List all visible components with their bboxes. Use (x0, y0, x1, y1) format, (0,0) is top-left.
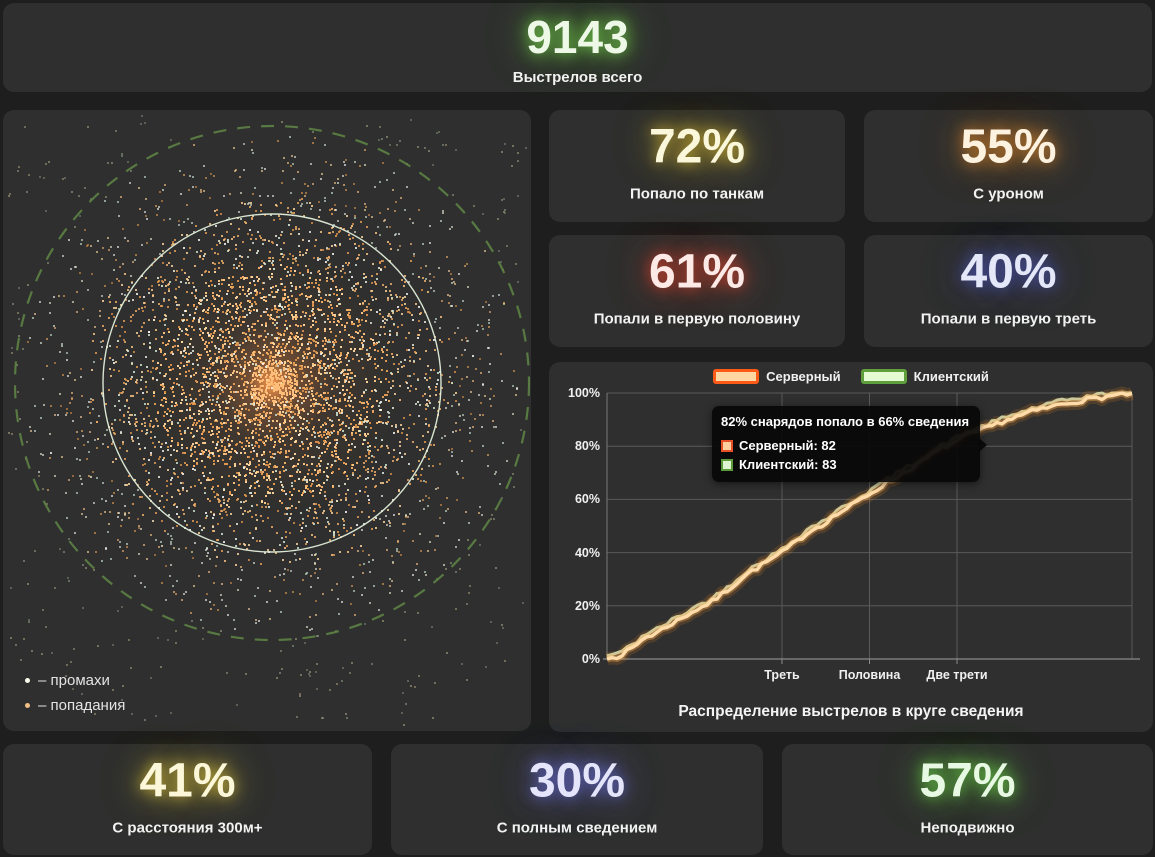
total-shots-value: 9143 (526, 11, 629, 63)
stat-label: Неподвижно (920, 818, 1015, 836)
stat-value: 57% (919, 753, 1016, 807)
stat-card-first-third: 40% Попали в первую треть (864, 235, 1153, 347)
y-tick-label: 80% (574, 439, 600, 454)
x-tick-label: Две трети (926, 668, 988, 682)
total-shots-label: Выстрелов всего (512, 69, 643, 86)
scatter-legend-hits-label: – попадания (38, 697, 126, 714)
hit-dot-icon (25, 703, 30, 708)
server-series-label: Серверный (766, 369, 841, 384)
grid-layer (603, 392, 1140, 664)
shot-dots-layer (8, 115, 527, 726)
scatter-legend-misses-label: – промахи (38, 672, 110, 689)
tooltip-server-value: Серверный: 82 (739, 438, 836, 453)
stat-value: 30% (528, 753, 626, 807)
scatter-legend: – промахи – попадания (25, 668, 125, 718)
stat-value: 41% (139, 753, 236, 807)
y-tick-label: 40% (574, 545, 600, 560)
stat-card-stationary: 57% Неподвижно (782, 744, 1153, 855)
client-series-line (606, 391, 1132, 658)
stat-label: С полным сведением (496, 818, 658, 836)
stat-card-with-damage: 55% С уроном (864, 110, 1153, 222)
tooltip-client-value: Клиентский: 83 (739, 457, 837, 472)
stat-label: Попали в первую треть (920, 310, 1097, 328)
chart-title: Распределение выстрелов в круге сведения (678, 703, 1024, 720)
scatter-legend-hits: – попадания (25, 693, 125, 718)
stat-card-hit-tanks: 72% Попало по танкам (549, 110, 845, 222)
stat-label: Попали в первую половину (593, 310, 801, 328)
scatter-legend-misses: – промахи (25, 668, 125, 693)
stat-value: 55% (960, 120, 1057, 174)
dispersion-scatter-panel: – промахи – попадания (3, 110, 531, 731)
stat-value: 40% (960, 245, 1057, 299)
stat-card-first-half: 61% Попали в первую половину (549, 235, 845, 347)
chart-tooltip: 82% снарядов попало в 66% сведения Серве… (712, 406, 988, 482)
outer-aim-circle (13, 124, 531, 642)
server-swatch-icon (721, 439, 733, 452)
miss-dot-icon (25, 678, 30, 683)
cumulative-distribution-plot[interactable] (549, 362, 1153, 732)
stat-label: С уроном (973, 185, 1044, 203)
y-tick-label: 60% (574, 492, 600, 507)
client-series-label: Клиентский (913, 369, 989, 384)
stat-value: 61% (648, 245, 746, 299)
dispersion-scatter-plot[interactable] (3, 110, 531, 731)
stat-card-distance-300m: 41% С расстояния 300м+ (3, 744, 372, 855)
y-tick-label: 20% (574, 598, 600, 613)
stat-label: Попало по танкам (629, 185, 765, 203)
legend-item-client[interactable]: Клиентский (860, 369, 989, 384)
tooltip-arrow (979, 438, 988, 452)
client-swatch-icon (721, 458, 733, 471)
distribution-chart-panel: Серверный Клиентский 0% 20% 40% 60% 80% 100% … (549, 362, 1153, 732)
stat-card-full-aim: 30% С полным сведением (391, 744, 763, 855)
tooltip-title: 82% снарядов попало в 66% сведения (721, 414, 970, 429)
chart-legend: Серверный Клиентский (549, 369, 1153, 384)
stat-value: 72% (648, 120, 746, 174)
tooltip-row-server: Серверный: 82 (721, 436, 969, 455)
x-tick-label: Треть (764, 668, 800, 682)
server-series-line (605, 386, 1134, 666)
y-tick-label: 0% (581, 652, 600, 666)
server-series-swatch-icon (713, 369, 760, 384)
client-series-swatch-icon (860, 369, 907, 384)
y-tick-label: 100% (568, 386, 600, 400)
tooltip-row-client: Клиентский: 83 (721, 455, 969, 474)
inner-aim-circle (102, 213, 442, 553)
legend-item-server[interactable]: Серверный (713, 369, 841, 384)
stat-label: С расстояния 300м+ (112, 818, 263, 836)
total-shots-banner: 9143 Выстрелов всего (3, 3, 1152, 92)
x-tick-label: Половина (838, 668, 901, 682)
